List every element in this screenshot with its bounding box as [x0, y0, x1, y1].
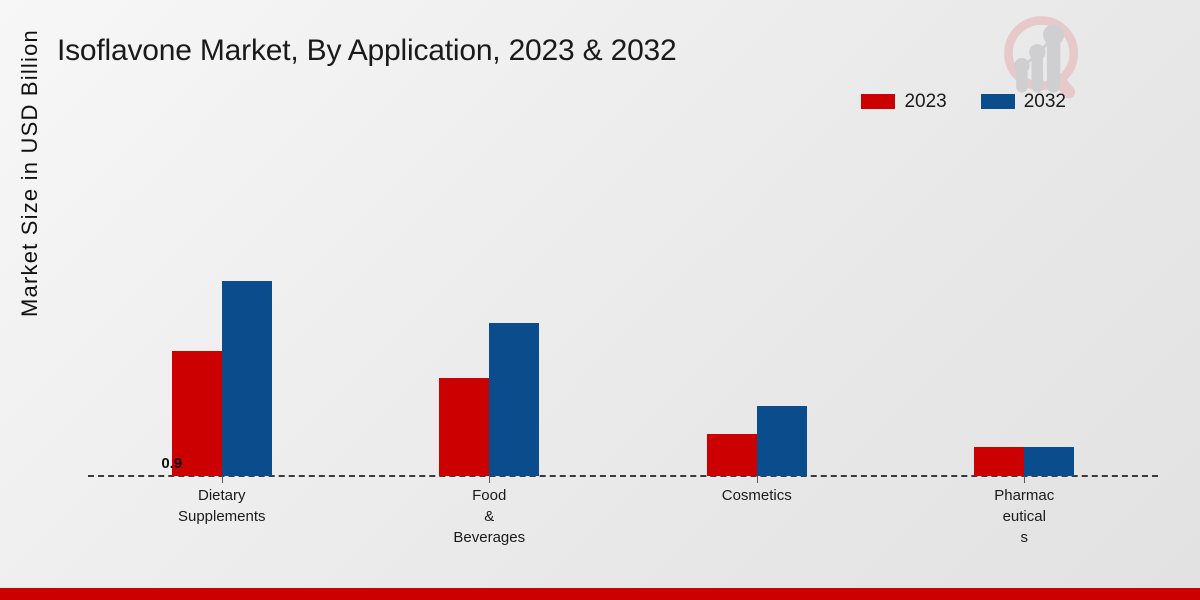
legend-label: 2032 — [1023, 91, 1066, 112]
bar-pair: 0.9 — [161, 150, 272, 476]
bar-value-label: 0.9 — [161, 455, 183, 472]
bar-2023[interactable]: 0.9 — [161, 351, 222, 476]
axis-tick — [1024, 476, 1026, 483]
bar-group-cosmetics: Cosmetics — [623, 150, 891, 504]
legend-item-2032[interactable]: 2032 — [980, 91, 1066, 112]
bar-2023[interactable] — [974, 447, 1025, 476]
chart-title: Isoflavone Market, By Application, 2023 … — [57, 34, 677, 67]
bar-2023[interactable] — [439, 378, 490, 476]
category-label-dietary-supplements: Dietary Supplements — [177, 487, 266, 525]
category-label-food-beverages: Food & Beverages — [453, 487, 526, 546]
bar-2032[interactable] — [221, 281, 272, 476]
bar-2023[interactable] — [706, 434, 757, 476]
category-label-pharmaceuticals: Pharmac eutical s — [994, 487, 1055, 546]
bar-2032[interactable] — [489, 323, 540, 476]
legend-swatch-icon — [861, 94, 896, 109]
legend-item-2023[interactable]: 2023 — [861, 91, 947, 112]
bar-pair — [974, 150, 1075, 476]
legend-label: 2023 — [904, 91, 947, 112]
bar-group-pharmaceuticals: Pharmac eutical s — [891, 150, 1159, 546]
axis-tick — [756, 476, 758, 483]
bar-pair — [439, 150, 540, 476]
bar-2032[interactable] — [1024, 447, 1075, 476]
bar-2032[interactable] — [756, 406, 807, 476]
axis-tick — [489, 476, 491, 483]
legend-swatch-icon — [980, 94, 1015, 109]
axis-tick — [221, 476, 223, 483]
bottom-accent-band — [0, 588, 1200, 600]
bar-group-food-beverages: Food & Beverages — [356, 150, 624, 546]
bar-group-dietary-supplements: 0.9 Dietary Supplements — [88, 150, 356, 525]
plot-area: 0.9 Dietary Supplements Food & Beverages — [88, 150, 1159, 546]
bar-groups: 0.9 Dietary Supplements Food & Beverages — [88, 150, 1159, 546]
axis-baseline — [88, 475, 1158, 477]
category-label-cosmetics: Cosmetics — [721, 487, 792, 504]
chart-legend: 2023 2032 — [861, 92, 1066, 111]
bar-pair — [706, 150, 807, 476]
y-axis-title: Market Size in USD Billion — [17, 29, 42, 317]
